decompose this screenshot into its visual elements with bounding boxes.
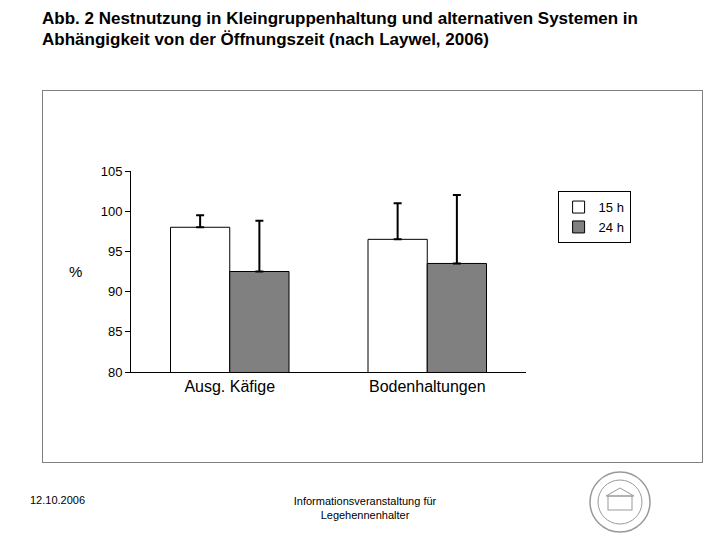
html-text:Abb. 2 Nestnutzung in Kleingru: Abb. 2 Nestnutzung in Kleingruppenhaltun… <box>42 9 638 49</box>
svg-text:90: 90 <box>108 284 122 299</box>
svg-text:105: 105 <box>101 164 123 179</box>
html-text:Informationsveranstaltung für: Informationsveranstaltung für <box>293 495 437 507</box>
html-text:12.10.2006: 12.10.2006 <box>30 494 86 506</box>
svg-text:15 h: 15 h <box>599 200 624 215</box>
svg-text:Ausg. Käfige: Ausg. Käfige <box>184 378 275 395</box>
html-text:Legehennenhalter: Legehennenhalter <box>320 509 410 521</box>
svg-text:100: 100 <box>101 204 123 219</box>
svg-text:80: 80 <box>108 365 122 380</box>
svg-text:95: 95 <box>108 244 122 259</box>
svg-text:%: % <box>69 263 82 280</box>
svg-text:24 h: 24 h <box>599 220 624 235</box>
svg-text:85: 85 <box>108 324 122 339</box>
svg-text:Bodenhaltungen: Bodenhaltungen <box>369 378 486 395</box>
